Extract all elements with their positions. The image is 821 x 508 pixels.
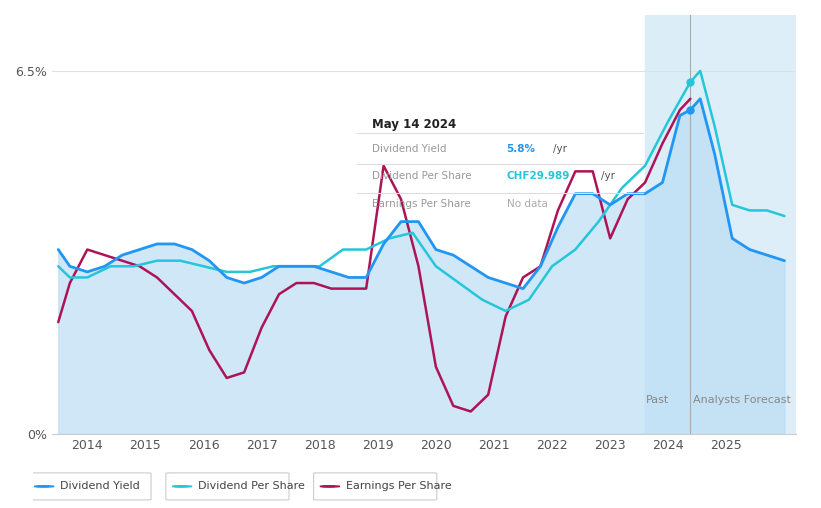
FancyBboxPatch shape xyxy=(28,473,151,500)
Text: /yr: /yr xyxy=(553,144,566,154)
FancyBboxPatch shape xyxy=(314,473,437,500)
FancyBboxPatch shape xyxy=(166,473,289,500)
Text: Analysts Forecast: Analysts Forecast xyxy=(693,395,791,405)
Text: Dividend Per Share: Dividend Per Share xyxy=(372,171,471,181)
Text: Dividend Yield: Dividend Yield xyxy=(60,482,140,491)
Circle shape xyxy=(34,486,49,487)
Bar xyxy=(645,15,690,434)
Circle shape xyxy=(322,486,340,487)
Text: Earnings Per Share: Earnings Per Share xyxy=(372,199,470,209)
Text: Earnings Per Share: Earnings Per Share xyxy=(346,482,452,491)
Text: Dividend Yield: Dividend Yield xyxy=(372,144,446,154)
Text: Dividend Per Share: Dividend Per Share xyxy=(198,482,305,491)
Text: /yr: /yr xyxy=(601,171,616,181)
Text: May 14 2024: May 14 2024 xyxy=(372,118,456,132)
Text: CHF29.989: CHF29.989 xyxy=(507,171,570,181)
Circle shape xyxy=(174,486,192,487)
Circle shape xyxy=(36,486,54,487)
Circle shape xyxy=(172,486,187,487)
Bar xyxy=(690,15,796,434)
Text: No data: No data xyxy=(507,199,548,209)
Text: Past: Past xyxy=(645,395,669,405)
Circle shape xyxy=(320,486,335,487)
Text: 5.8%: 5.8% xyxy=(507,144,535,154)
